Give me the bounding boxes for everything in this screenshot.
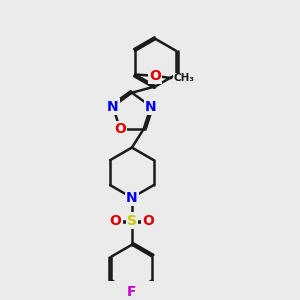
Text: O: O xyxy=(143,214,154,227)
Text: O: O xyxy=(149,69,161,83)
Text: N: N xyxy=(107,100,118,114)
Text: N: N xyxy=(126,191,138,205)
Text: N: N xyxy=(145,100,157,114)
Text: S: S xyxy=(127,214,137,227)
Text: O: O xyxy=(109,214,121,227)
Text: CH₃: CH₃ xyxy=(173,73,194,83)
Text: O: O xyxy=(114,122,126,136)
Text: F: F xyxy=(127,285,137,299)
